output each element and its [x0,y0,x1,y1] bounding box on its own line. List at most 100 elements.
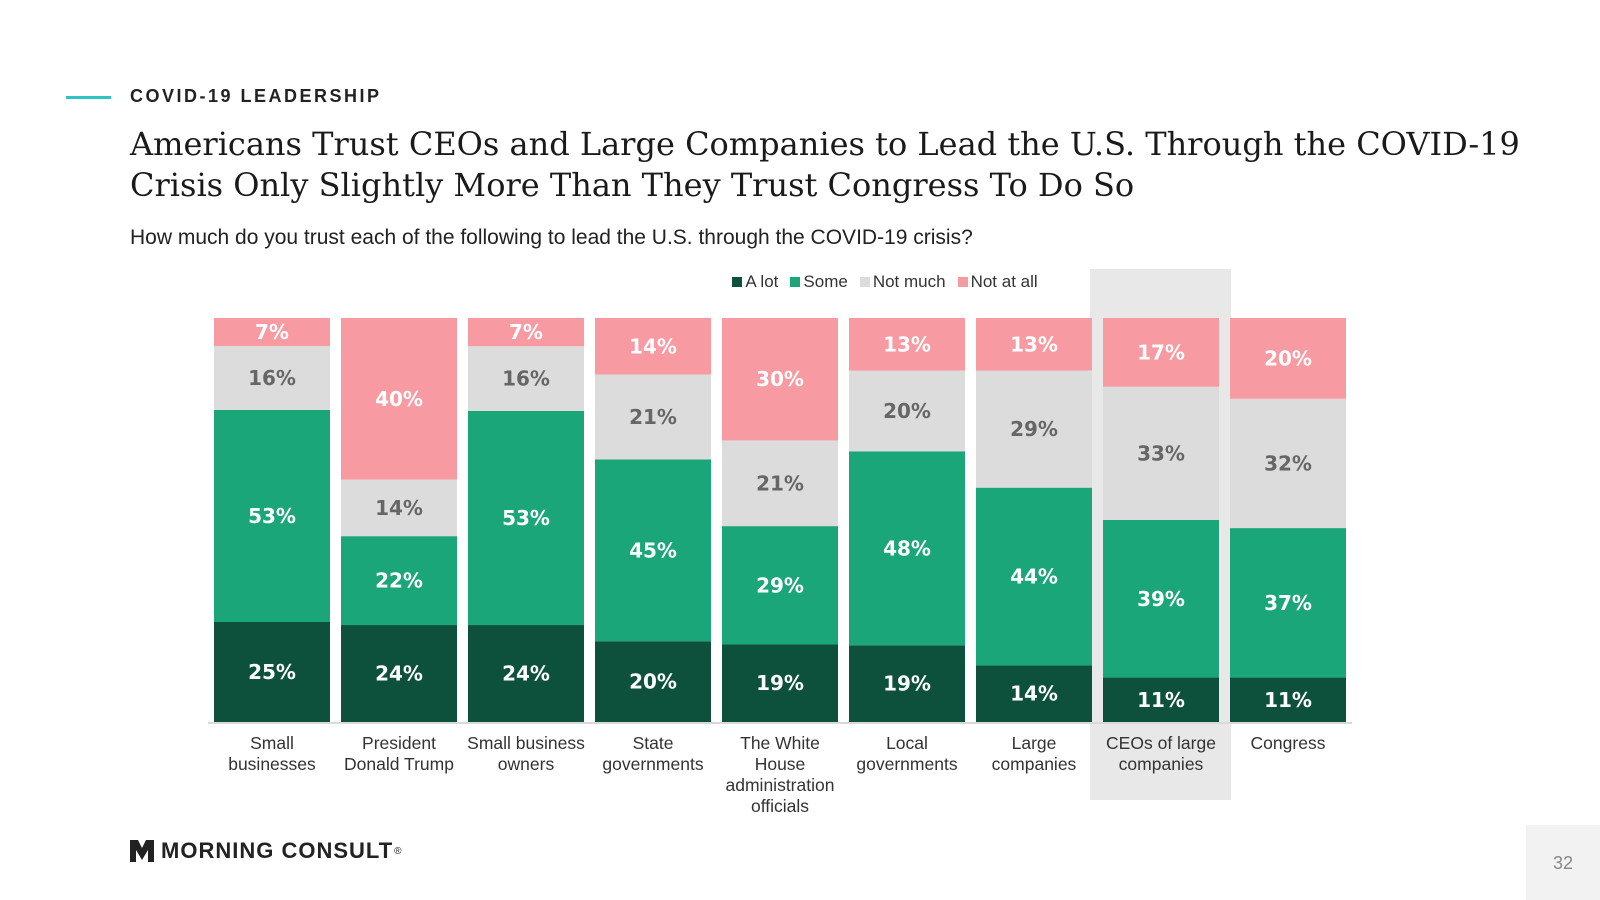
data-label: 14% [1010,682,1058,706]
bar-segment [849,318,965,371]
bar-segment [595,318,711,375]
legend-item-not-much: Not much [859,272,946,292]
data-label: 17% [1137,340,1185,364]
bar-segment [214,410,330,622]
data-label: 53% [248,504,296,528]
bar-segment [976,487,1092,666]
bar-segment [341,536,457,626]
category-label: Small business owners [467,733,585,774]
bar-segment [468,318,584,347]
category-label: CEOs of large companies [1106,733,1216,774]
section-accent-line [66,96,111,99]
data-label: 11% [1137,688,1185,712]
bar-segment [1103,318,1219,387]
data-label: 29% [1010,417,1058,441]
bar-segment [341,318,457,480]
legend-swatch [732,277,743,287]
bar-segment [722,644,838,722]
data-label: 14% [375,496,423,520]
data-label: 29% [756,573,804,597]
bar-segment [214,318,330,346]
bar-segment [976,318,1092,371]
bar-segment [849,451,965,646]
data-label: 24% [502,662,550,686]
bar-segment [214,622,330,722]
category-labels: Small businesses President Donald Trump Smal… [0,733,1600,833]
category-label: Local governments [856,733,958,774]
legend-swatch [790,277,801,287]
data-label: 20% [883,399,931,423]
legend-label: Not at all [970,272,1038,291]
bar-segment [595,374,711,460]
data-label: 21% [756,471,804,495]
data-label: 25% [248,660,296,684]
bar-segment [976,370,1092,488]
data-label: 7% [509,320,543,344]
bar-segment [595,641,711,722]
morning-consult-logo: MORNING CONSULT ® [130,838,402,864]
legend-item-some: Some [790,272,848,292]
category-label: Congress [1250,733,1326,753]
page-number-box: 32 [1526,825,1600,900]
bar-segment [341,479,457,537]
data-label: 20% [1264,346,1312,370]
legend-item-not-at-all: Not at all [957,272,1038,292]
page-number: 32 [1552,853,1574,873]
data-label: 14% [629,334,677,358]
data-label: 24% [375,662,423,686]
category-label: The White House administration officials [725,733,835,816]
data-label: 13% [883,332,931,356]
data-label: 48% [883,536,931,560]
bar-segment [1103,386,1219,520]
logo-text: MORNING CONSULT [161,838,394,863]
legend-swatch [957,277,968,287]
data-label: 40% [375,387,423,411]
data-label: 32% [1264,451,1312,475]
chart-legend: A lot Some Not much Not at all [0,272,1600,292]
category-label: Large companies [991,733,1077,774]
data-label: 11% [1264,688,1312,712]
section-label: COVID-19 LEADERSHIP [130,86,382,106]
data-label: 19% [883,672,931,696]
data-label: 16% [248,366,296,390]
legend-label: Some [803,272,848,291]
bar-segment [1230,677,1346,722]
data-label: 53% [502,506,550,530]
bar-segment [468,346,584,411]
bar-segment [849,370,965,452]
category-label: President Donald Trump [344,733,454,774]
bar-segment [722,526,838,645]
logo-m-icon [130,840,154,862]
data-label: 30% [756,367,804,391]
data-label: 16% [502,367,550,391]
data-label: 20% [629,670,677,694]
page-title: Americans Trust CEOs and Large Companies… [130,125,1520,204]
bar-segment [722,440,838,527]
data-label: 13% [1010,332,1058,356]
bar-segment [976,665,1092,722]
logo-registered-mark: ® [394,845,402,857]
bar-segment [1230,398,1346,529]
data-label: 19% [756,671,804,695]
bar-segment [1103,677,1219,722]
category-label: State governments [602,733,704,774]
data-label: 45% [629,538,677,562]
bar-segment [722,318,838,441]
legend-item-a-lot: A lot [732,272,778,292]
bar-segment [1230,528,1346,678]
data-label: 37% [1264,591,1312,615]
legend-swatch [859,277,870,287]
data-label: 22% [375,569,423,593]
bar-segment [341,625,457,722]
data-label: 44% [1010,565,1058,589]
bar-segment [468,625,584,722]
legend-label: Not much [872,272,946,291]
bar-segment [1230,318,1346,399]
data-label: 39% [1137,587,1185,611]
data-label: 7% [255,320,289,344]
bar-segment [468,410,584,626]
bar-segment [1103,520,1219,678]
bar-segment [595,459,711,642]
data-label: 33% [1137,441,1185,465]
